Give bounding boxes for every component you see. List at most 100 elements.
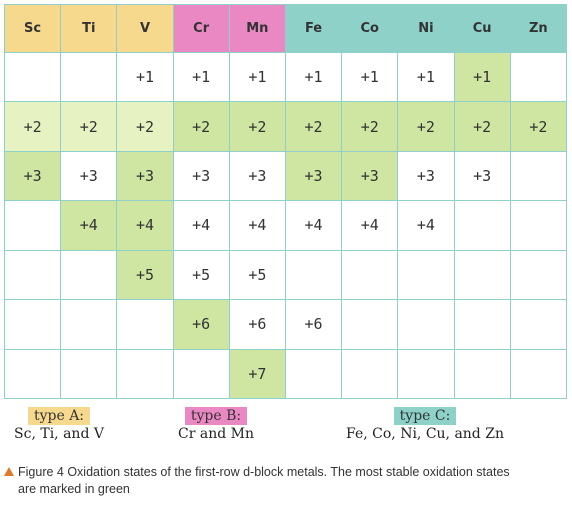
oxidation-state-cell: +4	[116, 200, 174, 251]
legend-type-c: type C: Fe, Co, Ni, Cu, and Zn	[325, 405, 525, 443]
oxidation-state-cell	[3, 299, 62, 350]
oxidation-state-cell	[509, 249, 568, 301]
oxidation-state-cell: +4	[341, 200, 399, 251]
oxidation-state-cell	[172, 348, 230, 400]
oxidation-state-cell: +2	[341, 101, 399, 152]
oxidation-state-cell: +2	[60, 101, 118, 152]
oxidation-state-cell: +3	[172, 150, 230, 202]
oxidation-state-cell: +4	[60, 200, 118, 251]
legend-type-b: type B: Cr and Mn	[160, 405, 272, 443]
caption-line-1: Figure 4 Oxidation states of the first-r…	[4, 464, 564, 481]
oxidation-state-cell: +1	[284, 51, 343, 103]
oxidation-state-cell: +3	[453, 150, 511, 202]
element-header-ni: Ni	[397, 4, 455, 53]
oxidation-states-body: +1 +1 +1 +1 +1 +1 +1 +2 +2 +2 +2 +2 +2 +2 +2 +2 +2 +3 +3 +3…	[3, 51, 568, 400]
oxidation-state-cell	[453, 249, 511, 301]
oxidation-state-cell: +3	[397, 150, 455, 202]
legend-type-c-desc: Fe, Co, Ni, Cu, and Zn	[346, 426, 504, 442]
oxidation-state-cell	[284, 249, 343, 301]
oxidation-state-cell: +2	[3, 101, 62, 152]
oxidation-state-cell	[341, 348, 399, 400]
element-header-cu: Cu	[453, 4, 511, 53]
oxidation-state-cell	[453, 348, 511, 400]
oxidation-state-cell	[509, 51, 568, 103]
oxidation-state-cell: +5	[116, 249, 174, 301]
element-header-zn: Zn	[509, 4, 568, 53]
oxidation-state-cell: +5	[172, 249, 230, 301]
oxidation-state-cell: +4	[397, 200, 455, 251]
oxidation-state-cell	[509, 299, 568, 350]
caption-text-1: Figure 4 Oxidation states of the first-r…	[18, 465, 510, 479]
oxidation-state-cell: +1	[228, 51, 286, 103]
oxidation-state-cell: +6	[228, 299, 286, 350]
orange-triangle-icon	[4, 467, 14, 476]
oxidation-state-cell	[397, 249, 455, 301]
oxidation-state-cell	[509, 200, 568, 251]
element-header-fe: Fe	[284, 4, 343, 53]
table-row: +5 +5 +5	[3, 249, 568, 301]
oxidation-states-table: Sc Ti V Cr Mn Fe Co Ni Cu Zn +1 +1 +1 +1 +1 +1 +1 +2 +2 +2…	[3, 4, 568, 400]
oxidation-state-cell: +1	[453, 51, 511, 103]
figure-caption: Figure 4 Oxidation states of the first-r…	[4, 464, 564, 498]
oxidation-state-cell	[284, 348, 343, 400]
oxidation-state-cell	[116, 299, 174, 350]
oxidation-state-cell: +1	[341, 51, 399, 103]
element-header-cr: Cr	[172, 4, 230, 53]
oxidation-state-cell	[60, 249, 118, 301]
oxidation-state-cell	[509, 150, 568, 202]
oxidation-state-cell: +2	[284, 101, 343, 152]
table-row: +2 +2 +2 +2 +2 +2 +2 +2 +2 +2	[3, 101, 568, 152]
oxidation-state-cell	[453, 200, 511, 251]
element-header-co: Co	[341, 4, 399, 53]
oxidation-state-cell: +3	[228, 150, 286, 202]
element-header-ti: Ti	[60, 4, 118, 53]
table-row: +1 +1 +1 +1 +1 +1 +1	[3, 51, 568, 103]
oxidation-state-cell	[341, 299, 399, 350]
element-header-v: V	[116, 4, 174, 53]
oxidation-state-cell	[3, 51, 62, 103]
element-header-row: Sc Ti V Cr Mn Fe Co Ni Cu Zn	[3, 4, 568, 53]
table-row: +3 +3 +3 +3 +3 +3 +3 +3 +3	[3, 150, 568, 202]
oxidation-state-cell: +4	[172, 200, 230, 251]
oxidation-state-cell	[3, 200, 62, 251]
legend-type-a-tag: type A:	[27, 407, 91, 425]
element-header-sc: Sc	[3, 4, 62, 53]
oxidation-state-cell: +3	[284, 150, 343, 202]
legend-type-b-desc: Cr and Mn	[178, 426, 254, 442]
table-row: +7	[3, 348, 568, 400]
table-row: +4 +4 +4 +4 +4 +4 +4	[3, 200, 568, 251]
oxidation-state-cell	[397, 299, 455, 350]
oxidation-state-cell	[341, 249, 399, 301]
oxidation-state-cell	[116, 348, 174, 400]
oxidation-state-cell	[60, 51, 118, 103]
oxidation-state-cell: +6	[284, 299, 343, 350]
oxidation-state-cell: +1	[397, 51, 455, 103]
oxidation-state-cell: +4	[284, 200, 343, 251]
oxidation-state-cell: +3	[341, 150, 399, 202]
oxidation-state-cell: +4	[228, 200, 286, 251]
caption-text-2: are marked in green	[18, 482, 130, 496]
oxidation-state-cell: +1	[172, 51, 230, 103]
caption-line-2: are marked in green	[4, 481, 564, 498]
oxidation-state-cell: +2	[397, 101, 455, 152]
legend-type-a: type A: Sc, Ti, and V	[3, 405, 115, 443]
oxidation-state-cell: +3	[3, 150, 62, 202]
oxidation-state-cell: +2	[116, 101, 174, 152]
oxidation-state-cell: +3	[116, 150, 174, 202]
oxidation-state-cell	[453, 299, 511, 350]
element-header-mn: Mn	[228, 4, 286, 53]
oxidation-state-cell: +1	[116, 51, 174, 103]
oxidation-state-cell	[509, 348, 568, 400]
oxidation-state-cell: +7	[228, 348, 286, 400]
oxidation-state-cell: +2	[509, 101, 568, 152]
table-row: +6 +6 +6	[3, 299, 568, 350]
oxidation-state-cell: +5	[228, 249, 286, 301]
legend-type-b-tag: type B:	[184, 407, 248, 425]
oxidation-state-cell: +2	[228, 101, 286, 152]
oxidation-state-cell	[60, 348, 118, 400]
oxidation-state-cell: +3	[60, 150, 118, 202]
oxidation-state-cell	[60, 299, 118, 350]
legend-type-a-desc: Sc, Ti, and V	[14, 426, 104, 442]
oxidation-state-cell: +2	[453, 101, 511, 152]
oxidation-state-cell	[3, 348, 62, 400]
